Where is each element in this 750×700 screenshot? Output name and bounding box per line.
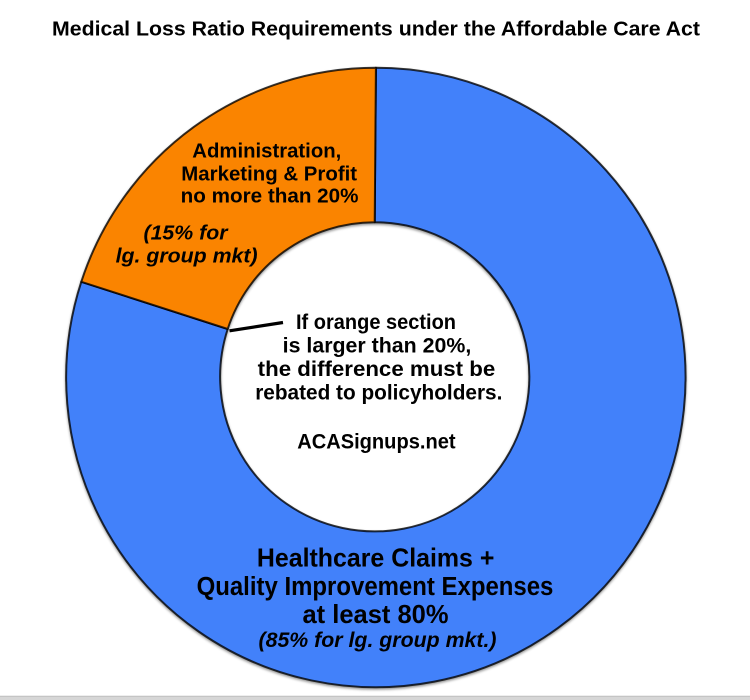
svg-text:Administration,: Administration, <box>192 140 341 162</box>
svg-text:Marketing & Profit: Marketing & Profit <box>181 163 357 185</box>
svg-text:lg. group mkt): lg. group mkt) <box>116 245 258 267</box>
svg-text:is larger than 20%,: is larger than 20%, <box>283 335 472 358</box>
svg-text:at least 80%: at least 80% <box>303 599 449 629</box>
svg-text:Healthcare Claims +: Healthcare Claims + <box>257 542 495 572</box>
svg-text:(85% for lg. group mkt.): (85% for lg. group mkt.) <box>259 629 497 652</box>
svg-text:ACASignups.net: ACASignups.net <box>297 431 455 454</box>
svg-text:(15% for: (15% for <box>144 222 229 244</box>
svg-text:Quality Improvement Expenses: Quality Improvement Expenses <box>197 573 554 601</box>
svg-text:Medical Loss Ratio Requirement: Medical Loss Ratio Requirements under th… <box>52 19 700 41</box>
svg-text:rebated to policyholders.: rebated to policyholders. <box>255 381 502 404</box>
svg-text:no more than 20%: no more than 20% <box>181 185 359 207</box>
svg-text:If orange section: If orange section <box>296 311 456 334</box>
svg-text:the difference must be: the difference must be <box>258 358 496 381</box>
